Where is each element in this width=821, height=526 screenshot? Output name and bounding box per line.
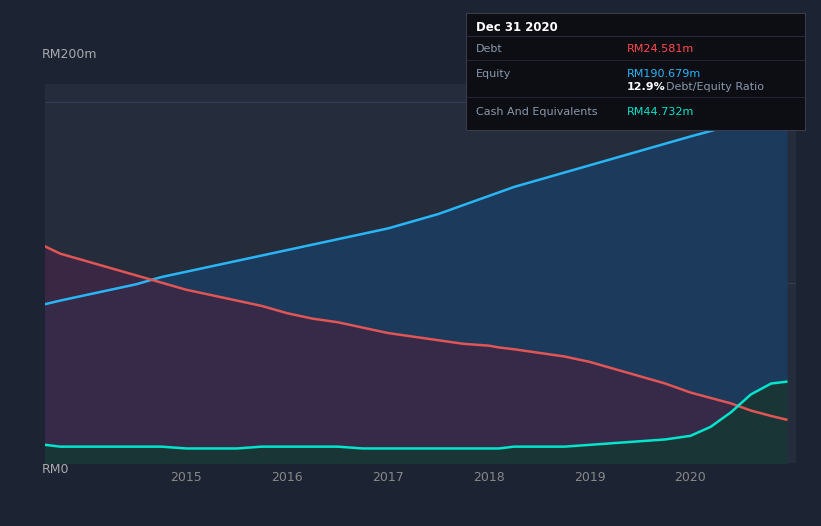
Text: RM24.581m: RM24.581m — [626, 44, 694, 54]
Text: Debt/Equity Ratio: Debt/Equity Ratio — [666, 82, 764, 92]
Text: RM0: RM0 — [41, 463, 69, 476]
Text: Dec 31 2020: Dec 31 2020 — [476, 21, 558, 34]
Text: 12.9%: 12.9% — [626, 82, 665, 92]
Text: RM200m: RM200m — [41, 48, 97, 62]
Text: Debt: Debt — [476, 44, 503, 54]
Text: RM44.732m: RM44.732m — [626, 107, 694, 117]
Text: Equity: Equity — [476, 69, 511, 79]
Text: Cash And Equivalents: Cash And Equivalents — [476, 107, 598, 117]
Text: RM190.679m: RM190.679m — [626, 69, 700, 79]
